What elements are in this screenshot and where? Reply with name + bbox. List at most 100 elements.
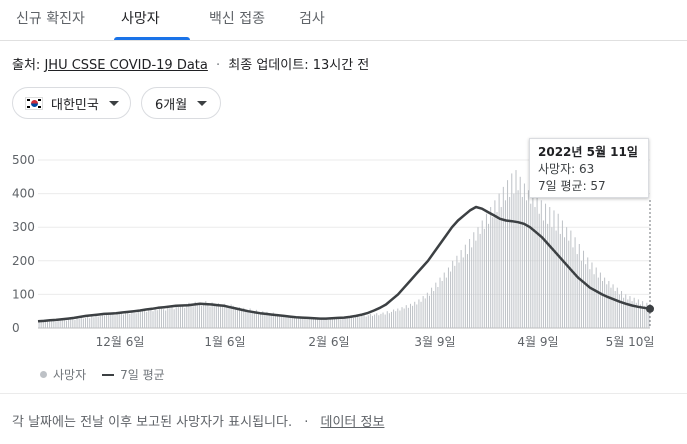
footer-note: 각 날짜에는 전날 이후 보고된 사망자가 표시됩니다. [12,415,293,430]
bar [564,237,566,328]
bar [633,297,635,328]
footer: 각 날짜에는 전날 이후 보고된 사망자가 표시됩니다. · 데이터 정보 [12,411,384,430]
bar [84,317,86,328]
bar [485,213,487,328]
bar [538,213,540,328]
bar [464,244,466,328]
bar [359,317,361,328]
bar [456,255,458,328]
bar [523,183,525,328]
bar [642,301,644,328]
bar [471,247,473,328]
bar [296,318,298,328]
bar [72,317,74,328]
bar [519,176,521,328]
bar [291,317,293,328]
bar [602,280,604,328]
bar [293,316,295,328]
bar [264,313,266,328]
bar [255,309,257,328]
bar [158,308,160,328]
x-tick-label: 12월 6일 [96,335,145,349]
bar [369,313,371,328]
chevron-down-icon [108,100,119,106]
tab-new-cases[interactable]: 신규 확진자 [16,11,85,27]
bar [604,277,606,328]
bar [367,315,369,328]
bar [53,320,55,328]
active-tab-indicator [114,37,190,40]
tab-tests[interactable]: 검사 [299,11,325,27]
bar [329,318,331,328]
bar [616,287,618,328]
bar [239,307,241,328]
bar [361,315,363,328]
bar [409,303,411,328]
bar [395,311,397,328]
bar [230,304,232,328]
bar [376,313,378,328]
bar [302,318,304,328]
bar [614,291,616,328]
tab-vaccinations[interactable]: 백신 접종 [209,11,265,27]
bar [363,314,365,328]
y-tick-label: 400 [12,187,35,201]
data-info-link[interactable]: 데이터 정보 [320,415,385,430]
bar [304,316,306,328]
bar [606,284,608,328]
bar [572,247,574,328]
bar [473,232,475,328]
tooltip-date: 2022년 5월 11일 [538,145,638,159]
bar [371,315,373,328]
bar [640,304,642,328]
y-tick-label: 0 [12,321,20,335]
bar [608,280,610,328]
bar [342,317,344,328]
bar [428,295,430,328]
source-link[interactable]: JHU CSSE COVID-19 Data [44,58,208,73]
country-select[interactable]: 대한민국 [12,87,131,119]
bar [390,311,392,328]
bar [536,196,538,328]
bar [513,193,515,328]
tooltip-deaths: 사망자: 63 [538,162,595,176]
bar [374,314,376,328]
x-tick-label: 2월 6일 [308,335,349,349]
deaths-chart[interactable]: 0 100 200 300 400 500 12월 6일 1월 6일 2월 6일 3월 9일 4월 … [0,130,687,360]
bar [169,308,171,328]
period-select[interactable]: 6개월 [141,87,221,119]
bar [631,301,633,328]
x-tick-label: 5월 10일 [606,335,655,349]
bar [173,309,175,328]
divider [0,393,687,394]
bar [127,311,129,328]
y-tick-label: 500 [12,153,35,167]
bar [469,238,471,328]
bar [154,307,156,328]
bar [224,303,226,328]
tab-deaths[interactable]: 사망자 [121,11,160,27]
bar [59,319,61,328]
bar [384,314,386,328]
bar [542,220,544,328]
bar [190,304,192,328]
bar [551,227,553,328]
average-line [37,205,651,323]
bar [405,305,407,328]
bar [228,306,230,328]
bar [298,317,300,328]
bar [648,306,650,328]
bar [82,318,84,328]
bar [621,291,623,328]
bar [418,299,420,328]
bar [247,310,249,328]
bar [116,313,118,328]
bar [306,319,308,328]
bar [106,313,108,328]
bar [215,305,217,328]
bar [129,313,131,328]
bar [300,317,302,328]
bar [570,230,572,328]
bar [137,310,139,328]
bar [108,314,110,328]
